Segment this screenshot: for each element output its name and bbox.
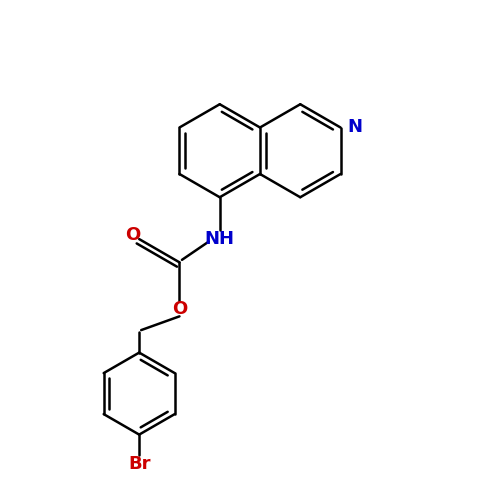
Text: N: N (347, 118, 362, 136)
Text: Br: Br (128, 454, 150, 472)
Text: O: O (126, 226, 141, 244)
Text: O: O (172, 300, 187, 318)
Text: NH: NH (204, 230, 234, 248)
